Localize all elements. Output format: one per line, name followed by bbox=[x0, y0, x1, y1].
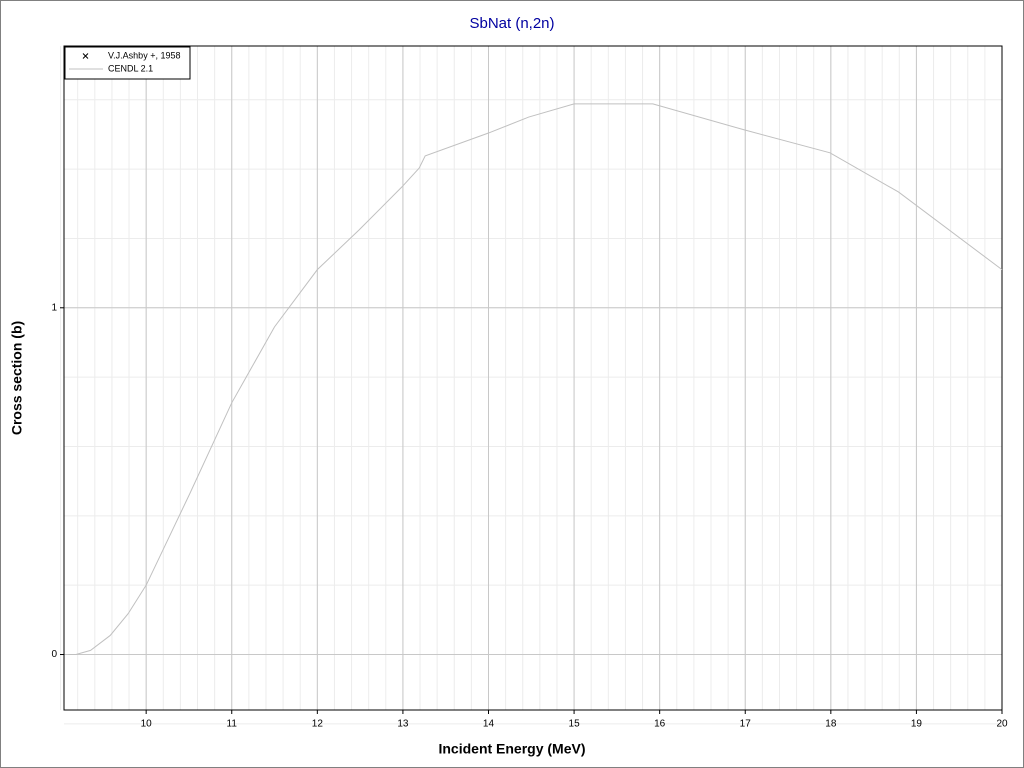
x-tick-label: 17 bbox=[740, 719, 752, 730]
x-tick-label: 19 bbox=[911, 719, 923, 730]
x-tick-label: 10 bbox=[141, 719, 153, 730]
legend-marker bbox=[82, 53, 89, 59]
chart-title: SbNat (n,2n) bbox=[469, 15, 554, 32]
x-tick-label: 11 bbox=[227, 719, 238, 730]
y-tick-label: 1 bbox=[51, 302, 57, 313]
legend-label: V.J.Ashby +, 1958 bbox=[108, 50, 180, 60]
x-tick-label: 18 bbox=[825, 719, 837, 730]
y-tick-label: 0 bbox=[51, 649, 57, 660]
x-tick-label: 12 bbox=[312, 719, 324, 730]
legend-label: CENDL 2.1 bbox=[108, 63, 153, 73]
legend-box bbox=[64, 46, 191, 80]
x-tick-label: 20 bbox=[996, 719, 1008, 730]
x-axis-label: Incident Energy (MeV) bbox=[438, 741, 585, 757]
plot-area bbox=[63, 45, 1003, 711]
x-tick-label: 13 bbox=[397, 719, 409, 730]
y-axis-label: Cross section (b) bbox=[9, 321, 25, 435]
series-line bbox=[68, 103, 1003, 656]
x-tick-label: 15 bbox=[569, 719, 581, 730]
x-tick-label: 14 bbox=[483, 719, 495, 730]
x-tick-label: 16 bbox=[654, 719, 666, 730]
